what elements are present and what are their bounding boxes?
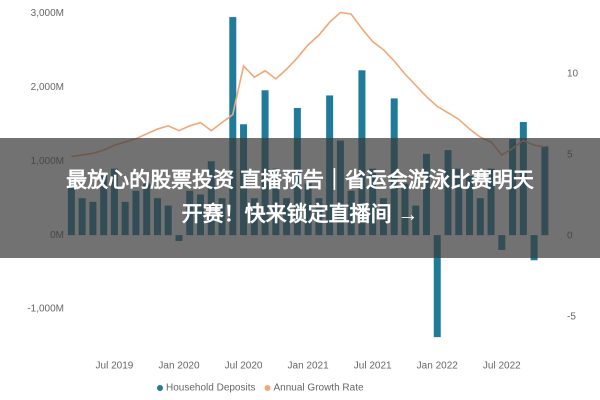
x-tick-label: Jul 2021	[354, 361, 392, 372]
x-tick-label: Jul 2019	[96, 361, 134, 372]
line	[71, 11, 545, 158]
x-tick-label: Jul 2022	[483, 361, 521, 372]
x-tick-label: Jan 2021	[288, 361, 330, 372]
bar	[229, 17, 237, 236]
y-tick-label: -1,000M	[27, 304, 64, 315]
ad-banner[interactable]: 最放心的股票投资 直播预告｜省运会游泳比赛明天 开赛！快来锁定直播间 →	[0, 138, 600, 258]
legend-label: Annual Growth Rate	[274, 383, 364, 394]
legend-label: Household Deposits	[166, 383, 256, 394]
banner-line[interactable]: 开赛！快来锁定直播间 →	[181, 203, 419, 226]
legend-marker	[157, 385, 163, 391]
x-tick-label: Jan 2020	[158, 361, 200, 372]
y2-tick-label: 10	[567, 69, 579, 80]
y-tick-label: 2,000M	[31, 82, 64, 93]
y-tick-label: 3,000M	[31, 8, 64, 19]
x-tick-label: Jan 2022	[417, 361, 459, 372]
y2-tick-label: -5	[567, 311, 576, 322]
x-tick-label: Jul 2020	[225, 361, 263, 372]
bar	[433, 235, 441, 338]
legend-marker	[264, 385, 271, 391]
banner-line[interactable]: 最放心的股票投资 直播预告｜省运会游泳比赛明天	[66, 169, 534, 192]
